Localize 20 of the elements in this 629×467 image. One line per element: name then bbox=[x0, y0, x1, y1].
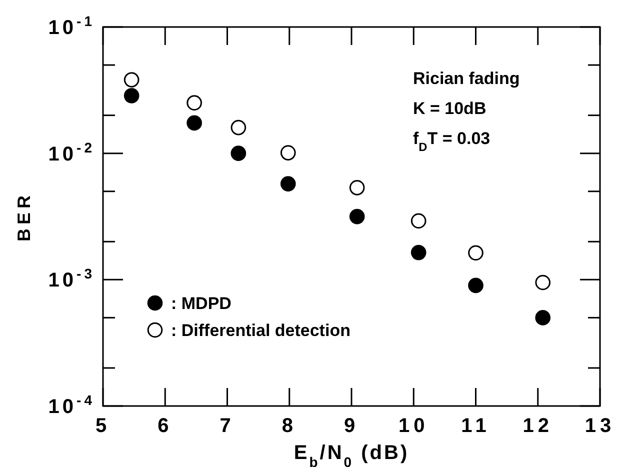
x-tick-label: 9 bbox=[344, 415, 360, 437]
legend-label: : MDPD bbox=[171, 294, 232, 313]
x-tick-label: 11 bbox=[461, 415, 490, 437]
x-tick-label: 6 bbox=[158, 415, 173, 437]
y-axis-title: BER bbox=[14, 191, 34, 242]
annotation: Rician fading bbox=[413, 69, 520, 88]
x-tick-label: 10 bbox=[398, 415, 429, 437]
x-tick-label: 13 bbox=[584, 415, 616, 437]
x-tick-label: 8 bbox=[282, 415, 297, 437]
x-tick-label: 7 bbox=[220, 415, 235, 437]
annotation: K = 10dB bbox=[413, 99, 486, 118]
x-tick-label: 5 bbox=[95, 415, 111, 437]
y-tick-label: 10$^{-4}$ bbox=[48, 392, 95, 418]
annotation: f$_{D}$T = 0.03 bbox=[413, 129, 490, 154]
legend-label: : Differential detection bbox=[171, 321, 350, 340]
x-tick-label: 12 bbox=[522, 415, 553, 437]
x-axis-title: E$_{b}$/N$_{0}$ (dB) bbox=[294, 442, 410, 467]
y-tick-label: 10$^{-2}$ bbox=[48, 139, 95, 166]
y-tick-label: 10$^{-1}$ bbox=[48, 13, 95, 39]
y-tick-label: 10$^{-3}$ bbox=[48, 266, 95, 292]
